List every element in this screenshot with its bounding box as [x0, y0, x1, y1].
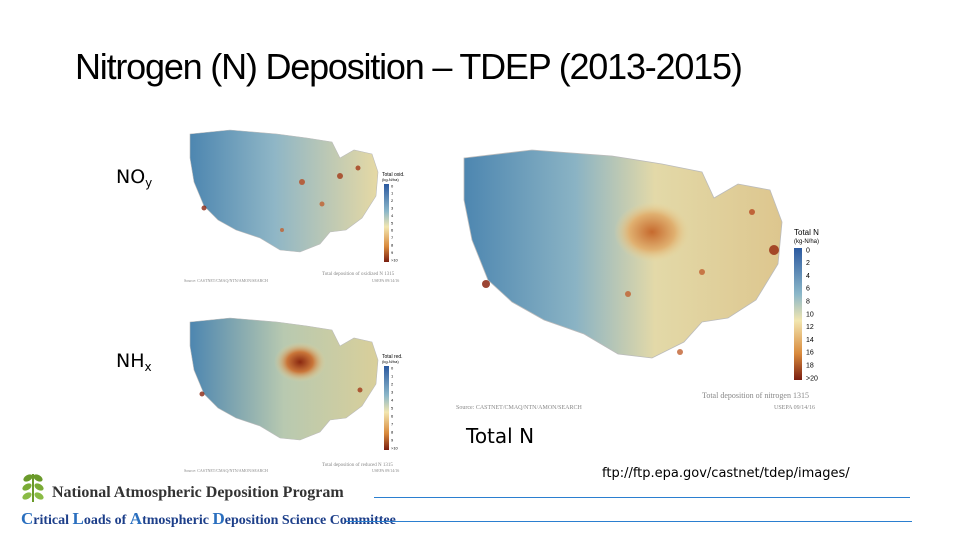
total-legend-title: Total N: [794, 228, 819, 237]
legend-tick-label: >10: [391, 257, 399, 262]
legend-tick-label: 7: [391, 235, 394, 240]
legend-tick-label: 3: [391, 206, 394, 211]
noy-legend-ticks: 0 1 2 3 4 5 6 7 8 9 >10: [391, 183, 399, 262]
legend-tick-label: 9: [391, 437, 394, 442]
data-source-url[interactable]: ftp://ftp.epa.gov/castnet/tdep/images/: [602, 466, 850, 481]
legend-tick-label: 0: [391, 183, 394, 188]
legend-tick-label: >10: [391, 445, 399, 450]
noy-label: NOy: [116, 166, 153, 190]
legend-tick-label: 18: [806, 363, 814, 370]
legend-tick-label: 0: [806, 247, 810, 254]
clad-committee-name: Critical Loads of Atmospheric Deposition…: [21, 509, 396, 528]
nhx-label: NHx: [116, 350, 152, 374]
nhx-footer: Total deposition of reduced N 1315: [322, 463, 393, 468]
legend-tick-label: 1: [391, 373, 394, 378]
legend-tick-label: 2: [391, 381, 394, 386]
total-footer: Total deposition of nitrogen 1315: [702, 391, 809, 400]
legend-tick-label: 3: [391, 389, 394, 394]
nhx-source: Source: CASTNET/CMAQ/NTN/AMON/SEARCH: [184, 468, 268, 473]
nhx-legend-ticks: 0 1 2 3 4 5 6 7 8 9 >10: [391, 365, 399, 450]
legend-tick-label: 9: [391, 250, 394, 255]
legend-tick-label: 8: [391, 429, 394, 434]
total-source: Source: CASTNET/CMAQ/NTN/AMON/SEARCH: [456, 405, 583, 411]
legend-tick-label: 14: [806, 337, 814, 344]
nhx-version: USEPA 09/14/16: [372, 468, 399, 473]
total-legend-unit: (kg-N/ha): [794, 239, 819, 245]
legend-tick-label: >20: [806, 375, 818, 382]
legend-tick-label: 8: [391, 243, 394, 248]
legend-tick-label: 8: [806, 299, 810, 306]
total-n-deposition-map: Total N (kg-N/ha) 0 2 4 6 8 10 12 14 16 18 >20 Sou…: [456, 149, 819, 411]
legend-tick-label: 6: [806, 286, 810, 293]
legend-tick-label: 6: [391, 228, 394, 233]
legend-tick-label: 1: [391, 191, 394, 196]
legend-tick-label: 5: [391, 405, 394, 410]
nadp-program-name: National Atmospheric Deposition Program: [52, 484, 344, 501]
nhx-legend-unit: (kg-N/ha): [382, 359, 399, 364]
divider-line-bottom: [346, 521, 912, 522]
noy-legend-unit: (kg-N/ha): [382, 177, 399, 182]
legend-tick-label: 2: [806, 260, 810, 267]
legend-tick-label: 5: [391, 220, 394, 225]
legend-tick-label: 6: [391, 413, 394, 418]
legend-tick-label: 4: [391, 213, 394, 218]
legend-tick-label: 0: [391, 365, 394, 370]
nhx-legend-title: Total red.: [382, 354, 403, 360]
legend-tick-label: 4: [391, 397, 394, 402]
noy-version: USEPA 09/14/16: [372, 278, 399, 283]
legend-tick-label: 7: [391, 421, 394, 426]
noy-deposition-map: Total oxid. (kg-N/ha) 0 1 2 3 4 5 6 7 8 9 >10 Sour…: [184, 129, 405, 283]
legend-tick-label: 12: [806, 324, 814, 331]
nhx-deposition-map: Total red. (kg-N/ha) 0 1 2 3 4 5 6 7 8 9 >10 Sourc…: [184, 317, 403, 473]
slide-title: Nitrogen (N) Deposition – TDEP (2013-201…: [75, 46, 743, 87]
total-version: USEPA 09/14/16: [774, 405, 815, 411]
legend-tick-label: 4: [806, 273, 810, 280]
noy-source: Source: CASTNET/CMAQ/NTN/AMON/SEARCH: [184, 278, 268, 283]
total-n-caption: Total N: [466, 424, 535, 448]
legend-tick-label: 16: [806, 350, 814, 357]
divider-line-top: [374, 497, 910, 498]
legend-tick-label: 10: [806, 311, 814, 318]
nadp-logo-icon: [22, 474, 44, 502]
noy-legend-title: Total oxid.: [382, 172, 405, 178]
total-legend-ticks: 0 2 4 6 8 10 12 14 16 18 >20: [806, 247, 818, 382]
noy-footer: Total deposition of oxidized N 1315: [322, 272, 395, 277]
legend-tick-label: 2: [391, 198, 394, 203]
